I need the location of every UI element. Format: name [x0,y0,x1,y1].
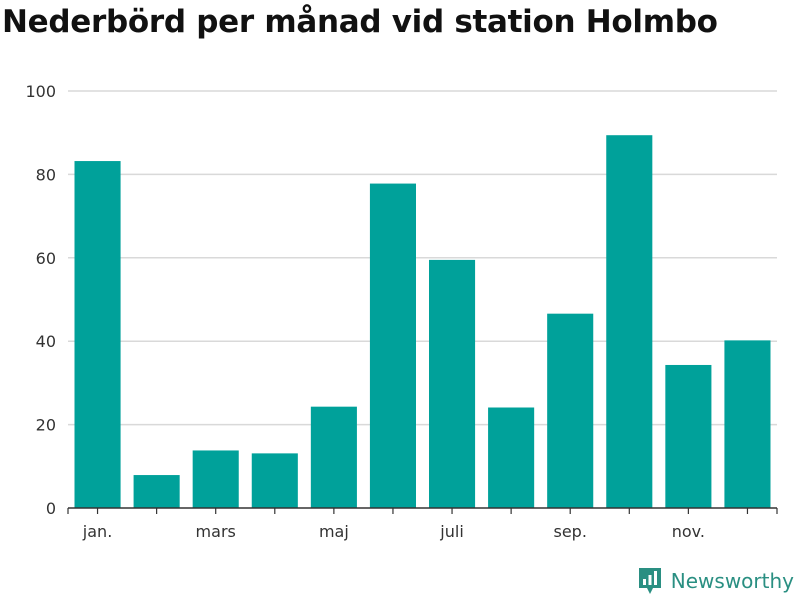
y-tick-label: 60 [36,249,56,268]
bar-apr [251,453,298,508]
newsworthy-logo-icon [638,568,661,594]
bar-aug [488,407,535,508]
bar-jan [74,161,121,508]
chart-title: Nederbörd per månad vid station Holmbo [2,4,718,40]
gridlines [68,90,777,426]
x-tick-label: sep. [553,522,586,541]
y-tick-label: 0 [46,499,56,518]
x-axis [67,507,778,514]
y-axis-labels: 0 20 40 60 80 100 [25,82,56,518]
bar-mars [192,450,239,508]
bar-nov [665,364,712,508]
x-tick-label: mars [196,522,236,541]
y-tick-label: 40 [36,332,56,351]
bar-okt [606,135,653,508]
x-axis-labels: jan. mars maj juli sep. nov. [82,522,705,541]
bar-sep [547,313,594,508]
y-tick-label: 100 [25,82,56,101]
x-tick-label: juli [439,522,463,541]
bar-feb [133,475,180,508]
bar-juni [369,183,417,508]
bars [74,135,771,508]
x-tick-label: nov. [672,522,705,541]
brand-name: Newsworthy [670,569,794,593]
y-tick-label: 20 [36,416,56,435]
bar-maj [310,406,357,508]
bar-juli [428,259,476,508]
x-tick-label: maj [319,522,349,541]
bar-dec [724,340,771,508]
brand-logo: Newsworthy [637,566,794,596]
x-tick-label: jan. [82,522,112,541]
y-tick-label: 80 [36,165,56,184]
